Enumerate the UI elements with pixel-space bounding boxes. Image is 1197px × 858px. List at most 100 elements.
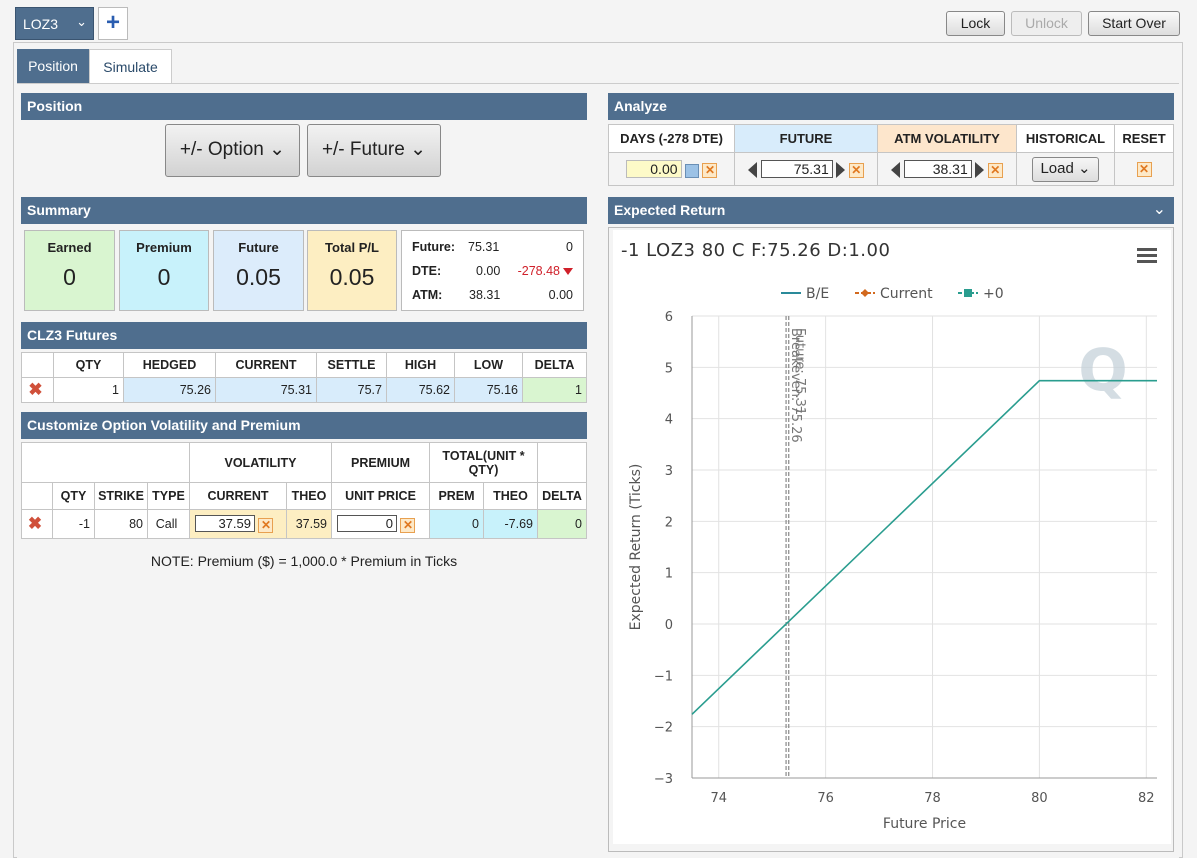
historical-cell: Load ⌄ bbox=[1016, 152, 1115, 186]
earned-label: Earned bbox=[47, 240, 92, 255]
col-theo: THEO bbox=[483, 482, 538, 510]
y-tick-label: 3 bbox=[665, 464, 673, 479]
lock-button[interactable]: Lock bbox=[946, 11, 1005, 36]
add-tab-button[interactable]: + bbox=[98, 7, 128, 40]
premium-value: 0 bbox=[157, 264, 171, 290]
col-type: TYPE bbox=[147, 482, 190, 510]
col-blank bbox=[21, 482, 53, 510]
col-blank bbox=[21, 352, 54, 378]
col-reset: RESET bbox=[1114, 124, 1174, 153]
chevron-down-icon: ⌄ bbox=[76, 14, 87, 29]
x-tick-label: 80 bbox=[1031, 791, 1048, 806]
y-tick-label: −1 bbox=[654, 669, 673, 684]
qty-cell: -1 bbox=[52, 509, 95, 539]
delete-row-icon[interactable]: ✖ bbox=[21, 377, 54, 403]
tab-simulate[interactable]: Simulate bbox=[89, 49, 172, 84]
settle-cell: 75.7 bbox=[316, 377, 387, 403]
customize-table: VOLATILITY PREMIUM TOTAL(UNIT * QTY) QTY… bbox=[21, 442, 587, 539]
col-settle: SETTLE bbox=[316, 352, 387, 378]
y-tick-label: 6 bbox=[665, 310, 673, 325]
symbol-select[interactable]: LOZ3 ⌄ bbox=[15, 7, 94, 40]
add-option-button[interactable]: +/- Option ⌄ bbox=[165, 124, 300, 177]
hedged-cell: 75.26 bbox=[123, 377, 216, 403]
atm-vol-cell: 38.31 ✕ bbox=[877, 152, 1017, 186]
high-cell: 75.62 bbox=[386, 377, 455, 403]
group-volatility: VOLATILITY bbox=[189, 442, 332, 483]
increment-icon[interactable] bbox=[836, 162, 846, 179]
group-premium: PREMIUM bbox=[331, 442, 430, 483]
atm-vol-input[interactable]: 38.31 bbox=[903, 159, 972, 178]
col-low: LOW bbox=[454, 352, 523, 378]
prem-cell: 0 bbox=[429, 509, 484, 539]
unit-price-input[interactable]: 0 bbox=[337, 515, 397, 533]
reset-price-icon[interactable]: ✕ bbox=[400, 517, 416, 533]
y-tick-label: 2 bbox=[665, 515, 673, 530]
tab-position[interactable]: Position bbox=[17, 49, 89, 84]
symbol-label: LOZ3 bbox=[23, 16, 59, 32]
start-over-button[interactable]: Start Over bbox=[1088, 11, 1180, 36]
y-tick-label: 1 bbox=[665, 567, 673, 582]
legend-marker bbox=[861, 289, 869, 297]
col-days: DAYS (-278 DTE) bbox=[608, 124, 735, 153]
customize-header: Customize Option Volatility and Premium bbox=[21, 412, 587, 439]
add-option-label: +/- Option bbox=[179, 139, 264, 160]
futures-header: CLZ3 Futures bbox=[21, 322, 587, 349]
decrement-icon[interactable] bbox=[891, 162, 901, 179]
legend-label-2: +0 bbox=[983, 286, 1004, 302]
add-future-label: +/- Future bbox=[321, 139, 405, 160]
atm-stat-change: 0.00 bbox=[548, 288, 573, 302]
y-tick-label: 0 bbox=[665, 618, 673, 633]
load-select[interactable]: Load ⌄ bbox=[1032, 156, 1099, 182]
col-vol-theo: THEO bbox=[286, 482, 332, 510]
reset-vol-icon[interactable]: ✕ bbox=[258, 517, 274, 533]
down-arrow-icon bbox=[563, 268, 573, 275]
days-input[interactable]: 0.00 bbox=[625, 159, 682, 178]
x-axis-title: Future Price bbox=[883, 816, 966, 832]
future-cell: 75.31 ✕ bbox=[734, 152, 878, 186]
calendar-icon[interactable] bbox=[685, 163, 699, 178]
future-input[interactable]: 75.31 bbox=[760, 159, 833, 178]
menu-icon[interactable] bbox=[1137, 248, 1157, 263]
expected-return-chart: -1 LOZ3 80 C F:75.26 D:1.00 B/E Current +0 7… bbox=[621, 240, 1157, 832]
col-unit-price: UNIT PRICE bbox=[331, 482, 430, 510]
premium-card: Premium 0 bbox=[119, 230, 209, 311]
y-tick-label: 4 bbox=[665, 413, 673, 428]
total-pl-label: Total P/L bbox=[325, 240, 379, 255]
chart-title: -1 LOZ3 80 C F:75.26 D:1.00 bbox=[621, 240, 890, 261]
type-cell: Call bbox=[147, 509, 190, 539]
days-cell: 0.00 ✕ bbox=[608, 152, 735, 186]
collapse-icon[interactable]: ⌄ bbox=[1152, 201, 1166, 218]
atm-stat-label: ATM: bbox=[412, 288, 443, 302]
delete-row-icon[interactable]: ✖ bbox=[21, 509, 53, 539]
strike-cell: 80 bbox=[94, 509, 148, 539]
vol-current-input[interactable]: 37.59 bbox=[195, 515, 255, 533]
reset-all-icon[interactable]: ✕ bbox=[1136, 161, 1152, 177]
col-delta: DELTA bbox=[537, 482, 587, 510]
total-pl-card: Total P/L 0.05 bbox=[307, 230, 397, 311]
summary-stats: Future: 75.31 0 DTE: 0.00 -278.48 ATM: 3… bbox=[401, 230, 584, 311]
earned-card: Earned 0 bbox=[24, 230, 115, 311]
decrement-icon[interactable] bbox=[748, 162, 758, 179]
premium-label: Premium bbox=[136, 240, 192, 255]
position-header: Position bbox=[21, 93, 587, 120]
reset-future-icon[interactable]: ✕ bbox=[848, 162, 864, 178]
futures-table: QTY HEDGED CURRENT SETTLE HIGH LOW DELTA… bbox=[21, 352, 587, 403]
table-row: ✖ -1 80 Call 37.59 ✕ 37.59 0 ✕ 0 -7.69 0 bbox=[21, 509, 587, 539]
add-future-button[interactable]: +/- Future ⌄ bbox=[307, 124, 441, 177]
vline-annotation: Future: 75.31 bbox=[792, 328, 807, 415]
menu-icon-bar bbox=[1137, 254, 1157, 257]
analyze-header: Analyze bbox=[608, 93, 1174, 120]
total-pl-value: 0.05 bbox=[329, 264, 375, 290]
expected-return-title: Expected Return bbox=[614, 202, 726, 218]
col-current: CURRENT bbox=[215, 352, 317, 378]
increment-icon[interactable] bbox=[975, 162, 985, 179]
future-stat-value: 75.31 bbox=[468, 240, 500, 254]
delta-cell: 1 bbox=[522, 377, 587, 403]
theo-cell: -7.69 bbox=[483, 509, 538, 539]
future-card: Future 0.05 bbox=[213, 230, 304, 311]
reset-atm-vol-icon[interactable]: ✕ bbox=[987, 162, 1003, 178]
unlock-button[interactable]: Unlock bbox=[1011, 11, 1082, 36]
menu-icon-bar bbox=[1137, 248, 1157, 251]
reset-cell: ✕ bbox=[1114, 152, 1174, 186]
reset-days-icon[interactable]: ✕ bbox=[702, 163, 718, 179]
